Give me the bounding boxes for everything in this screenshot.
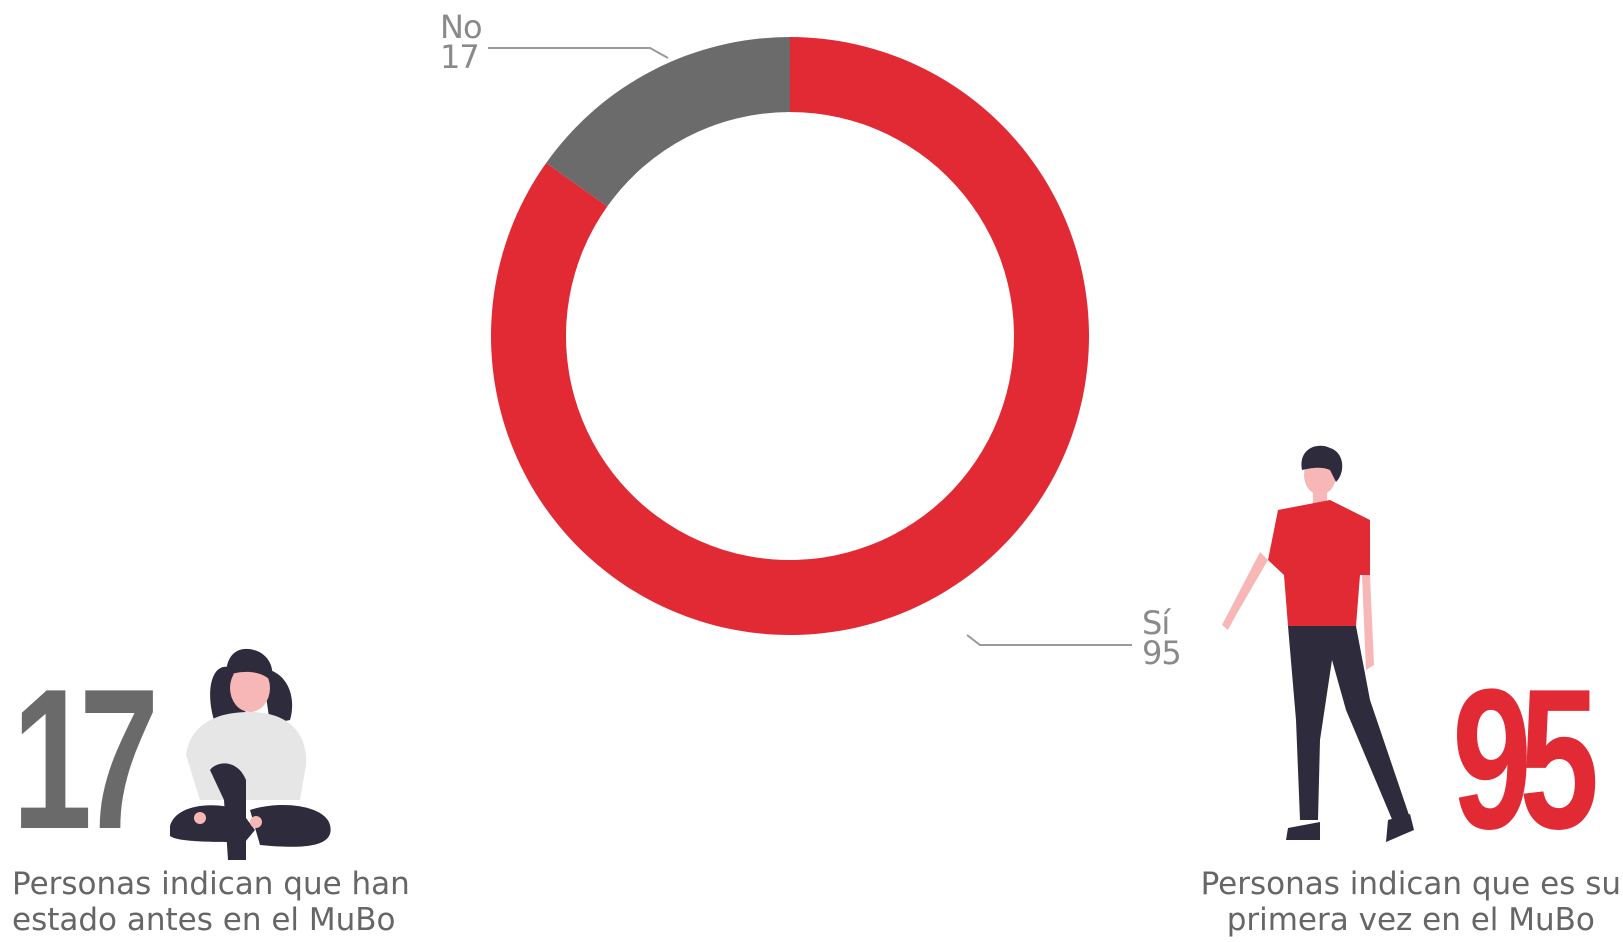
slice-label-si-value: 95 xyxy=(1142,634,1182,672)
standing-man-illustration xyxy=(1222,445,1414,842)
stat-number-no: 17 xyxy=(12,648,159,871)
donut-slices xyxy=(491,37,1089,635)
stat-caption-si-line1: Personas indican que es su xyxy=(1200,866,1621,902)
stat-caption-no-line2: estado antes en el MuBo xyxy=(12,902,396,938)
donut-slice-no xyxy=(546,37,790,207)
sitting-woman-illustration xyxy=(170,648,331,860)
stat-caption-no-line1: Personas indican que han xyxy=(12,866,410,902)
stat-caption-no: Personas indican que han estado antes en… xyxy=(12,866,410,938)
slice-label-no-value: 17 xyxy=(440,38,480,76)
stat-caption-si: Personas indican que es su primera vez e… xyxy=(1201,866,1621,938)
slice-label-no-name: No xyxy=(440,8,483,46)
slice-label-si-name: Sí xyxy=(1142,604,1170,642)
leader-line-si xyxy=(966,634,1132,646)
slice-label-si: Sí 95 xyxy=(1142,604,1182,672)
slice-label-no: No 17 xyxy=(440,8,483,76)
leader-line-no xyxy=(488,47,669,59)
stat-caption-si-line2: primera vez en el MuBo xyxy=(1226,902,1595,938)
stat-number-si: 95 xyxy=(1452,648,1599,871)
